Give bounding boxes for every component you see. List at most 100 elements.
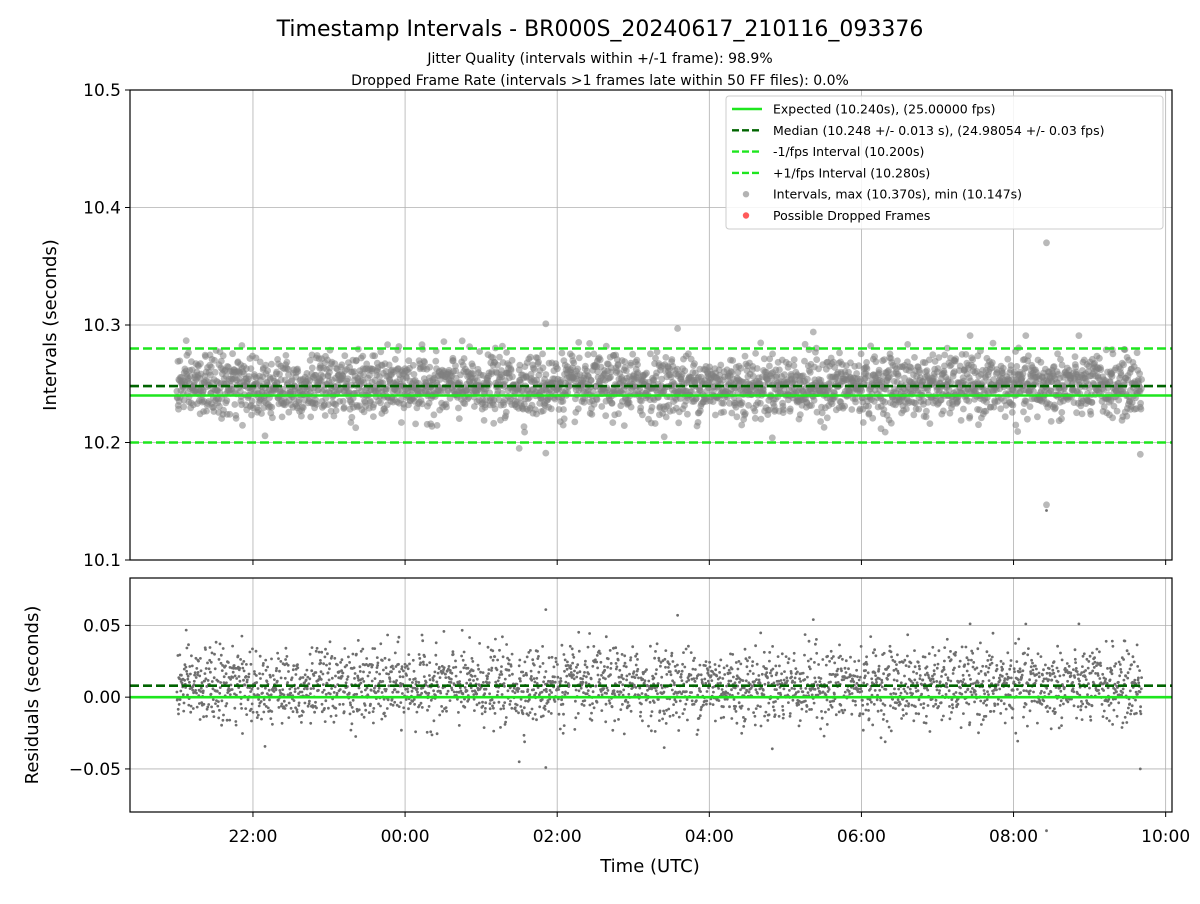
residual-point [460,655,463,658]
residual-point [463,651,466,654]
residual-point [657,657,660,660]
residual-point [334,685,337,688]
residual-point [493,701,496,704]
interval-point [1089,399,1096,406]
residual-point [310,687,313,690]
residual-point [595,685,598,688]
residual-point [634,676,637,679]
residual-point [283,700,286,703]
residual-point [325,664,328,667]
residual-point [241,732,244,735]
residual-point [433,675,436,678]
residual-point [255,681,258,684]
residual-point [505,643,508,646]
residual-point [211,652,214,655]
residual-point [754,644,757,647]
residual-point [714,720,717,723]
residual-point [445,706,448,709]
residual-point [240,703,243,706]
residual-point [762,689,765,692]
interval-point [915,406,922,413]
residual-point [745,679,748,682]
residual-point [279,660,282,663]
residual-point [759,632,762,635]
residual-point [681,679,684,682]
interval-point [1097,366,1104,373]
residual-point [308,700,311,703]
residual-point [284,707,287,710]
residual-point [259,677,262,680]
interval-point [597,356,604,363]
residual-point [477,664,480,667]
residual-point [358,708,361,711]
residual-point [638,687,641,690]
residual-point [244,684,247,687]
residual-point [216,705,219,708]
residual-point [633,670,636,673]
interval-point [637,404,644,411]
interval-point [864,365,871,372]
residual-point [323,689,326,692]
residual-point [505,716,508,719]
residual-point [432,679,435,682]
residual-point [187,643,190,646]
residual-point [604,720,607,723]
residual-point [522,690,525,693]
interval-point [817,418,824,425]
residual-point [690,691,693,694]
interval-point [1034,413,1041,420]
residual-point [185,666,188,669]
residual-point [576,672,579,675]
residual-point [195,676,198,679]
residual-point [768,651,771,654]
residual-point [761,673,764,676]
interval-point [863,359,870,366]
interval-point [1058,409,1065,416]
residual-point [239,680,242,683]
residual-point [785,676,788,679]
interval-point [1002,413,1009,420]
residual-point [542,715,545,718]
residual-point [401,665,404,668]
residual-point [547,701,550,704]
interval-point [309,365,316,372]
residual-point [535,692,538,695]
residual-point [196,706,199,709]
residual-point [278,689,281,692]
residual-point [438,714,441,717]
residual-point [627,693,630,696]
residual-point [359,665,362,668]
residual-point [237,655,240,658]
residual-point [692,659,695,662]
residual-point [352,710,355,713]
residual-point [348,661,351,664]
residual-point [555,660,558,663]
residual-point [681,670,684,673]
residual-point [190,654,193,657]
residual-point [744,718,747,721]
residual-point [498,676,501,679]
residual-point [255,674,258,677]
residual-point [524,700,527,703]
residual-point [636,653,639,656]
residual-point [523,740,526,743]
residual-point [629,659,632,662]
residual-point [269,717,272,720]
residual-point [182,693,185,696]
interval-point [359,353,366,360]
residual-point [572,653,575,656]
residual-point [684,703,687,706]
residual-point [453,691,456,694]
residual-point [740,732,743,735]
interval-point [461,355,468,362]
residual-point [534,713,537,716]
residual-point [428,674,431,677]
residual-point [192,707,195,710]
residual-point [287,716,290,719]
residual-point [455,675,458,678]
residual-point [715,675,718,678]
residual-point [435,663,438,666]
interval-point [752,415,759,422]
residual-point [683,666,686,669]
residual-point [266,666,269,669]
